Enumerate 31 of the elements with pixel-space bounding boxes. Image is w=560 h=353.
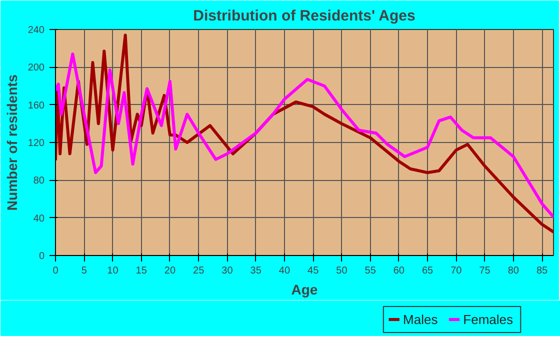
y-axis-title: Number of residents [4,74,20,211]
x-tick-label: 0 [52,266,59,276]
x-tick-label: 65 [422,266,434,276]
x-tick-label: 85 [536,266,548,276]
legend-label: Females [463,312,514,327]
x-tick-label: 70 [450,266,462,276]
x-tick-label: 30 [222,266,234,276]
x-tick-label: 55 [364,266,376,276]
x-tick-label: 80 [508,266,520,276]
x-tick-label: 5 [81,266,88,276]
legend-label: Males [403,312,438,327]
y-tick-label: 0 [38,251,45,262]
chart-title: Distribution of Residents' Ages [193,8,416,24]
y-tick-label: 80 [33,176,45,187]
x-tick-label: 60 [393,266,405,276]
y-tick-label: 160 [28,100,45,112]
y-tick-label: 40 [33,213,45,224]
x-tick-label: 35 [250,266,262,276]
x-tick-label: 20 [164,266,176,276]
y-tick-label: 120 [28,138,45,149]
y-tick-label: 240 [28,25,45,36]
x-tick-label: 25 [193,266,205,276]
x-axis-title: Age [291,282,318,298]
x-tick-label: 15 [136,266,148,276]
x-tick-label: 45 [308,266,320,276]
line-series [56,52,554,218]
x-tick-label: 10 [107,266,119,276]
x-tick-label: 75 [479,266,491,276]
y-tick-label: 200 [28,62,45,74]
x-tick-label: 40 [278,266,290,276]
x-tick-label: 50 [336,266,348,276]
